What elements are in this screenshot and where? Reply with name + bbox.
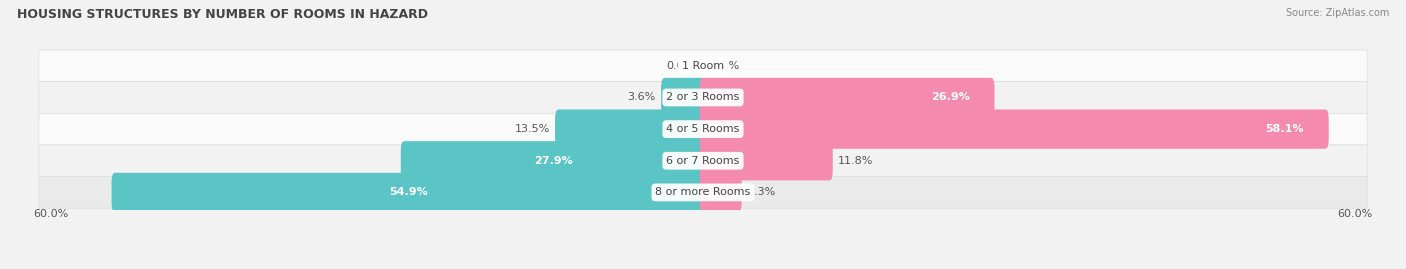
Text: 26.9%: 26.9% [931, 93, 970, 102]
Text: 27.9%: 27.9% [534, 156, 572, 166]
Text: 0.0%: 0.0% [711, 61, 740, 71]
FancyBboxPatch shape [39, 113, 1367, 145]
Text: 0.0%: 0.0% [666, 61, 695, 71]
Text: 3.6%: 3.6% [627, 93, 655, 102]
Text: 58.1%: 58.1% [1265, 124, 1303, 134]
FancyBboxPatch shape [111, 173, 706, 212]
FancyBboxPatch shape [555, 109, 706, 149]
FancyBboxPatch shape [700, 173, 742, 212]
FancyBboxPatch shape [401, 141, 706, 180]
FancyBboxPatch shape [700, 78, 994, 117]
FancyBboxPatch shape [700, 141, 832, 180]
Text: 2 or 3 Rooms: 2 or 3 Rooms [666, 93, 740, 102]
Text: 1 Room: 1 Room [682, 61, 724, 71]
Text: HOUSING STRUCTURES BY NUMBER OF ROOMS IN HAZARD: HOUSING STRUCTURES BY NUMBER OF ROOMS IN… [17, 8, 427, 21]
FancyBboxPatch shape [661, 78, 706, 117]
Text: 11.8%: 11.8% [838, 156, 873, 166]
Text: 60.0%: 60.0% [1337, 209, 1372, 219]
Text: Source: ZipAtlas.com: Source: ZipAtlas.com [1285, 8, 1389, 18]
Text: 60.0%: 60.0% [34, 209, 69, 219]
FancyBboxPatch shape [39, 50, 1367, 82]
Text: 54.9%: 54.9% [389, 187, 429, 197]
Text: 6 or 7 Rooms: 6 or 7 Rooms [666, 156, 740, 166]
FancyBboxPatch shape [39, 82, 1367, 113]
FancyBboxPatch shape [700, 109, 1329, 149]
Text: 3.3%: 3.3% [747, 187, 775, 197]
FancyBboxPatch shape [39, 176, 1367, 208]
Text: 4 or 5 Rooms: 4 or 5 Rooms [666, 124, 740, 134]
Text: 13.5%: 13.5% [515, 124, 550, 134]
FancyBboxPatch shape [39, 145, 1367, 176]
Text: 8 or more Rooms: 8 or more Rooms [655, 187, 751, 197]
